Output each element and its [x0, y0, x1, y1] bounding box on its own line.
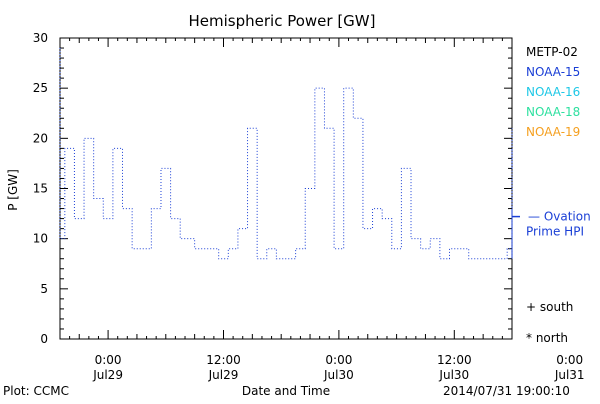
- ovation-label: — Ovation: [528, 210, 591, 224]
- legend-entry: NOAA-18: [526, 105, 580, 119]
- x-tick-date-label: Jul29: [92, 368, 123, 382]
- legend-entry: NOAA-19: [526, 125, 580, 139]
- y-axis-label: P [GW]: [6, 169, 20, 211]
- legend: METP-02 NOAA-15 NOAA-16 NOAA-18 NOAA-19: [526, 45, 580, 139]
- x-tick-date-label: Jul31: [554, 368, 585, 382]
- x-tick-time-label: 0:00: [556, 353, 583, 367]
- y-tick-label: 25: [33, 81, 48, 95]
- series-layer: [60, 48, 512, 259]
- x-axis: 0:00Jul2912:00Jul290:00Jul3012:00Jul300:…: [60, 38, 600, 382]
- series-line: [60, 48, 512, 259]
- x-tick-time-label: 12:00: [437, 353, 472, 367]
- legend-entry: NOAA-16: [526, 85, 580, 99]
- ovation-label-line2: Prime HPI: [526, 225, 584, 239]
- chart-title: Hemispheric Power [GW]: [189, 12, 376, 30]
- legend-entry: NOAA-15: [526, 65, 580, 79]
- y-tick-label: 30: [33, 31, 48, 45]
- y-tick-label: 15: [33, 182, 48, 196]
- y-axis: 0 5 10 15 20 25 30: [33, 31, 512, 346]
- x-axis-label: Date and Time: [242, 384, 330, 398]
- x-tick-time-label: 12:00: [206, 353, 241, 367]
- x-tick-time-label: 0:00: [325, 353, 352, 367]
- y-tick-label: 20: [33, 131, 48, 145]
- x-tick-time-label: 0:00: [95, 353, 122, 367]
- x-tick-date-label: Jul30: [323, 368, 354, 382]
- y-tick-label: 5: [40, 282, 48, 296]
- y-tick-label: 10: [33, 232, 48, 246]
- marker-legend-south: + south: [526, 300, 573, 314]
- plot-frame: [60, 38, 512, 339]
- marker-legend-north: * north: [526, 331, 568, 345]
- x-tick-date-label: Jul29: [208, 368, 239, 382]
- y-tick-label: 0: [40, 332, 48, 346]
- legend-entry: METP-02: [526, 45, 578, 59]
- plot-timestamp: 2014/07/31 19:00:10: [443, 384, 570, 398]
- plot-credit: Plot: CCMC: [3, 384, 69, 398]
- x-tick-date-label: Jul30: [438, 368, 469, 382]
